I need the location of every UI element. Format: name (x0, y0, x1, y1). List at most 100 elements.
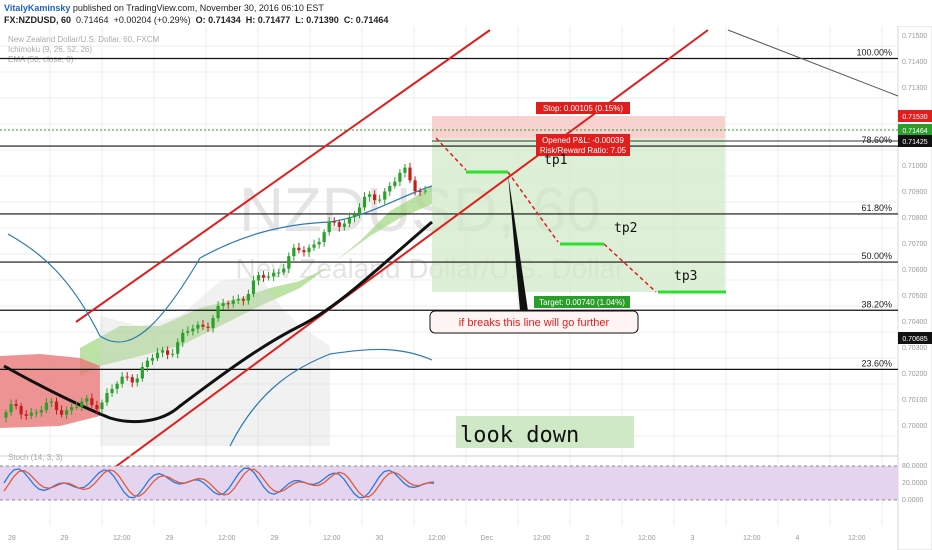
candle-body (186, 331, 190, 333)
candle-body (221, 303, 225, 306)
candle-body (246, 293, 250, 301)
time-tick: 2 (586, 535, 590, 542)
projection-1 (435, 137, 467, 171)
time-tick: 12:00 (218, 535, 236, 542)
price-tick: 0.70700 (902, 241, 927, 248)
price-tick: 0.71000 (902, 163, 927, 170)
time-axis-ticks: 28 29 12:00 29 12:00 29 12:00 30 12:00 Dec 12:00 2 1… (8, 535, 866, 542)
candle-body (388, 185, 392, 192)
channel-upper-line[interactable] (75, 29, 491, 323)
candle-body (39, 410, 43, 413)
price-tick: 0.70300 (902, 345, 927, 352)
candle-body (297, 247, 301, 251)
candle-body (322, 232, 326, 242)
candle-body (171, 353, 175, 355)
ema-line (3, 220, 433, 424)
ichimoku-cloud-green (80, 186, 432, 376)
time-tick: Dec (481, 535, 494, 542)
legend-line-2: Ichimoku (9, 26, 52, 26) (8, 45, 92, 54)
bollinger-fill (100, 276, 330, 446)
oscillator-band (0, 466, 898, 500)
price-tag (898, 135, 932, 147)
high-value: H: 0.71477 (245, 15, 291, 25)
candle-body (4, 412, 8, 418)
candle-body (85, 398, 89, 402)
svg-text:if breaks this line will go fu: if breaks this line will go further (459, 317, 610, 329)
stoch-d-line (3, 468, 435, 498)
close-value: C: 0.71464 (343, 15, 389, 25)
price-tick: 0.70400 (902, 319, 927, 326)
time-tick: 12:00 (638, 535, 656, 542)
callout-pointer (508, 174, 528, 311)
time-tick: 4 (796, 535, 800, 542)
candle-body (49, 401, 54, 403)
candle-body (292, 247, 296, 257)
price-tick: 0.70200 (902, 371, 927, 378)
candle-body (44, 402, 48, 411)
price-tick: 0.70000 (902, 423, 927, 430)
time-tick: 12:00 (323, 535, 341, 542)
candle-body (272, 272, 276, 277)
open-value: O: 0.71434 (195, 15, 241, 25)
candle-body (70, 407, 74, 411)
trend-line[interactable] (727, 29, 899, 97)
candle-body (90, 398, 94, 406)
candle-body (211, 318, 215, 328)
fib-label: 78.60% (861, 135, 892, 145)
svg-text:Risk/Reward Ratio: 7.05: Risk/Reward Ratio: 7.05 (540, 146, 627, 155)
price-tag (898, 124, 932, 136)
candle-body (317, 241, 321, 245)
price-change: +0.00204 (+0.29%) (113, 15, 191, 25)
candle-body (332, 221, 336, 223)
candle-body (287, 256, 291, 269)
candle-body (398, 172, 402, 182)
candle-body (241, 299, 245, 301)
price-tick: 0.71400 (902, 59, 927, 66)
legend-line-3: EMA (50, close, 0) (8, 55, 74, 64)
time-tick: 12:00 (743, 535, 761, 542)
time-tick: 30 (376, 535, 384, 542)
candle-body (59, 410, 64, 415)
time-tick: 3 (691, 535, 695, 542)
candle-body (282, 268, 286, 273)
fib-label: 100.00% (856, 47, 892, 57)
price-tick: 0.70100 (902, 397, 927, 404)
candle-body (216, 305, 220, 319)
fib-label: 38.20% (861, 299, 892, 309)
candle-body (95, 405, 99, 410)
candle-body (14, 404, 18, 406)
candle-body (80, 401, 84, 407)
candle-body (145, 360, 149, 367)
candle-body (357, 207, 362, 215)
candle-body (176, 342, 180, 354)
candle-body (191, 328, 195, 332)
candle-body (362, 196, 367, 208)
price-tag-text: 0.70685 (902, 336, 927, 343)
candle-body (347, 217, 351, 224)
candle-body (256, 275, 261, 281)
candle-body (196, 324, 200, 329)
candle-body (29, 412, 33, 416)
candle-body (418, 191, 422, 193)
candle-body (373, 194, 377, 201)
price-chart[interactable]: NZDUSD, 60 New Zealand Dollar/U.S. Dolla… (0, 26, 932, 550)
time-tick: 12:00 (428, 535, 446, 542)
time-tick: 29 (61, 535, 69, 542)
candle-body (403, 167, 407, 173)
candle-body (408, 167, 412, 181)
bollinger-upper (7, 185, 433, 343)
candle-body (393, 181, 397, 186)
callout-breaks: if breaks this line will go further (429, 310, 639, 334)
price-tick: 0.70500 (902, 293, 927, 300)
price-axis-ticks: 0.715000.714000.713000.712000.711000.710… (902, 33, 927, 504)
osc-tick: 0.0000 (902, 497, 924, 504)
candle-body (34, 412, 38, 414)
fib-label: 61.80% (861, 203, 892, 213)
symbol-label: FX:NZDUSD, 60 (4, 15, 72, 25)
candle-body (327, 221, 331, 233)
author-link[interactable]: VitalyKaminsky (4, 3, 71, 13)
publish-line: VitalyKaminsky published on TradingView.… (4, 3, 324, 13)
price-tick: 0.70900 (902, 189, 927, 196)
candle-body (226, 303, 230, 305)
price-tag (898, 110, 932, 122)
